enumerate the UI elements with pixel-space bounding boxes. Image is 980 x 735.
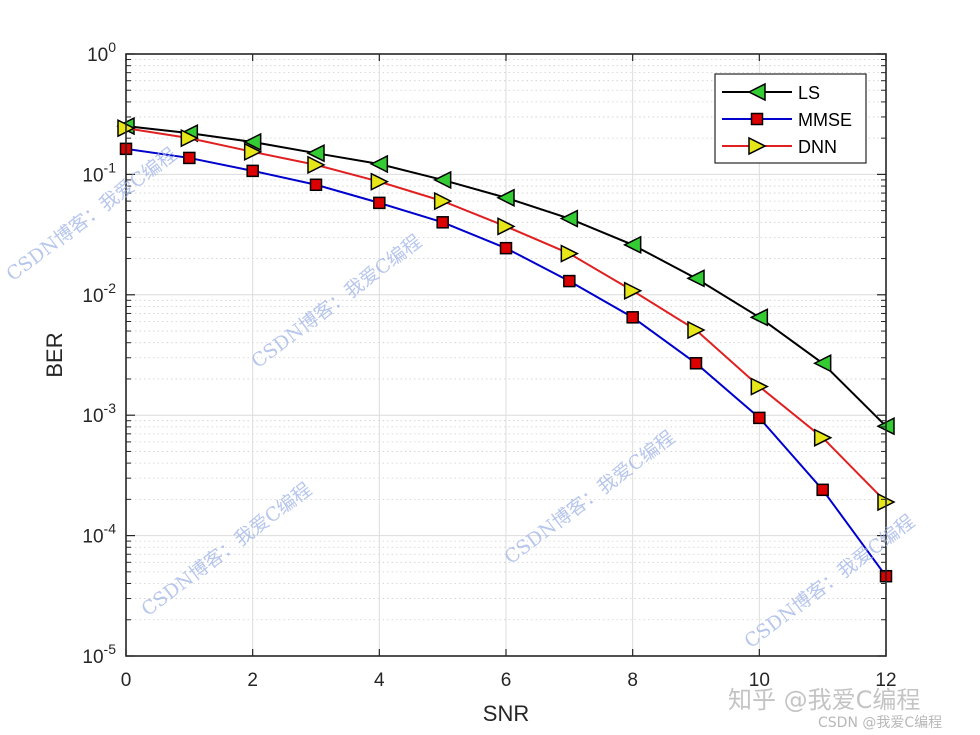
x-tick-label: 2 — [247, 670, 258, 691]
triangle-left-marker — [622, 235, 642, 255]
triangle-left-marker — [559, 209, 579, 228]
axis-ticks — [125, 53, 887, 657]
triangle-right-marker — [748, 136, 767, 156]
y-axis-title: BER — [42, 332, 67, 377]
y-tick-labels: 100 10-1 10-2 10-3 10-4 10-5 — [82, 39, 116, 668]
triangle-left-marker — [369, 154, 389, 174]
series-mmse — [119, 142, 893, 583]
y-tick-label: 100 — [87, 39, 116, 66]
triangle-left-marker — [496, 188, 515, 207]
square-marker — [309, 178, 323, 192]
square-marker — [183, 151, 196, 165]
legend: LS MMSE DNN — [714, 73, 867, 164]
x-tick-label: 6 — [501, 670, 512, 691]
y-tick-label: 10-2 — [82, 280, 116, 307]
triangle-right-marker — [813, 428, 833, 447]
triangle-right-marker — [497, 217, 516, 236]
triangle-left-marker — [747, 82, 766, 102]
watermark-csdn: CSDN @我爱C编程 — [818, 715, 943, 731]
x-tick-label: 10 — [749, 670, 770, 691]
square-marker — [563, 274, 576, 288]
triangle-left-marker — [306, 143, 325, 163]
triangle-left-marker — [242, 132, 262, 152]
square-marker — [753, 411, 766, 425]
triangle-left-marker — [812, 354, 832, 373]
triangle-right-marker — [370, 172, 390, 191]
square-marker — [689, 357, 703, 370]
triangle-right-marker — [560, 244, 580, 263]
y-tick-label: 10-4 — [82, 521, 116, 548]
triangle-right-marker — [623, 281, 643, 300]
x-tick-label: 12 — [875, 670, 896, 691]
square-marker — [436, 216, 449, 229]
legend-item-ls: LS — [722, 82, 820, 103]
y-tick-label: 10-1 — [82, 159, 116, 186]
x-tick-label: 4 — [374, 670, 385, 691]
triangle-right-marker — [243, 142, 263, 162]
triangle-right-marker — [687, 320, 706, 340]
square-marker — [626, 311, 639, 324]
square-marker — [373, 196, 386, 210]
y-tick-label: 10-3 — [82, 400, 116, 427]
watermark-zhihu: 知乎 @我爱C编程 — [728, 686, 921, 714]
x-axis-title: SNR — [483, 701, 529, 726]
triangle-right-marker — [750, 377, 770, 396]
triangle-left-marker — [432, 170, 452, 190]
legend-item-dnn: DNN — [722, 136, 837, 157]
legend-item-mmse: MMSE — [722, 110, 852, 130]
x-tick-label: 8 — [627, 670, 638, 691]
legend-label: MMSE — [798, 110, 852, 130]
square-marker — [816, 483, 829, 497]
x-tick-labels: 0 2 4 6 8 10 12 — [121, 670, 897, 691]
legend-label: DNN — [798, 137, 837, 157]
legend-label: LS — [798, 83, 820, 103]
triangle-right-marker — [307, 155, 326, 175]
y-tick-label: 10-5 — [82, 641, 116, 668]
triangle-right-marker — [180, 128, 200, 148]
square-marker — [246, 164, 259, 178]
triangle-left-marker — [749, 308, 769, 327]
x-tick-label: 0 — [121, 670, 132, 691]
square-marker — [499, 241, 513, 255]
triangle-left-marker — [686, 269, 705, 288]
triangle-right-marker — [433, 191, 453, 211]
square-marker — [750, 112, 764, 126]
